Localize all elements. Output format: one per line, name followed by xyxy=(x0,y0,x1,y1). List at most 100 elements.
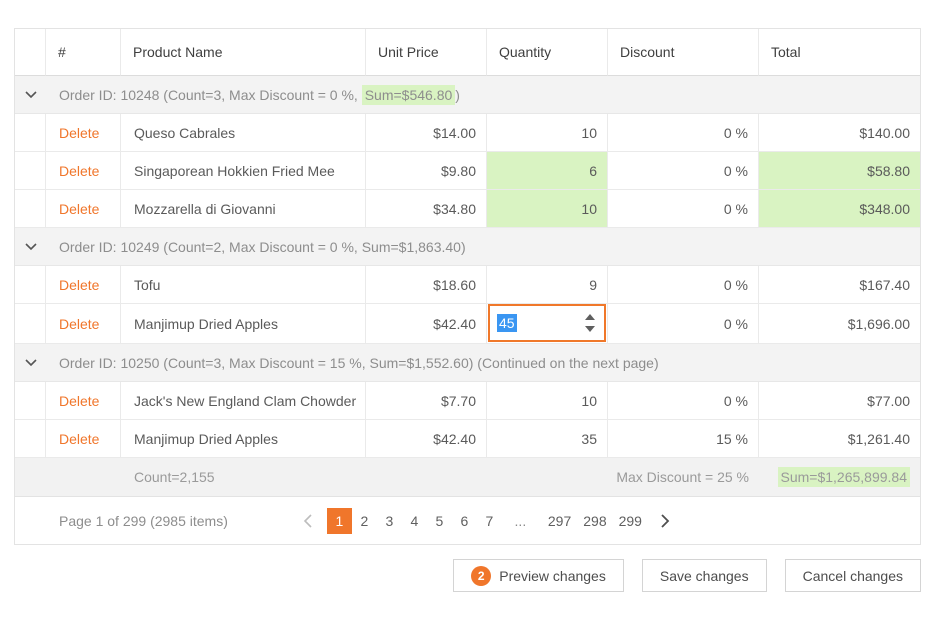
delete-link[interactable]: Delete xyxy=(59,392,100,409)
header-quantity[interactable]: Quantity xyxy=(487,29,608,76)
chevron-right-icon[interactable] xyxy=(653,508,678,534)
delete-cell: Delete xyxy=(46,304,121,344)
quantity-editor: 45 xyxy=(488,304,606,342)
table-row: Delete Queso Cabrales $14.00 10 0 % $140… xyxy=(15,114,920,152)
page-button[interactable]: 7 xyxy=(485,512,494,529)
page-button-current[interactable]: 1 xyxy=(326,507,352,534)
page-button[interactable]: 2 xyxy=(360,512,369,529)
group-row-10248[interactable]: Order ID: 10248 (Count=3, Max Discount =… xyxy=(15,76,920,114)
product-cell[interactable]: Manjimup Dried Apples xyxy=(121,304,366,344)
table-row-editing: Delete Manjimup Dried Apples $42.40 45 0… xyxy=(15,304,920,344)
chevron-down-icon[interactable] xyxy=(15,242,46,251)
group-row-10250[interactable]: Order ID: 10250 (Count=3, Max Discount =… xyxy=(15,344,920,382)
footer-unit-price-cell xyxy=(366,458,487,496)
group-row-10249[interactable]: Order ID: 10249 (Count=2, Max Discount =… xyxy=(15,228,920,266)
page-button[interactable]: 297 xyxy=(547,512,572,529)
chevron-left-icon[interactable] xyxy=(296,508,321,534)
product-cell[interactable]: Queso Cabrales xyxy=(121,114,366,152)
unit-price-cell[interactable]: $7.70 xyxy=(366,382,487,420)
save-changes-button[interactable]: Save changes xyxy=(641,559,767,592)
cancel-changes-button[interactable]: Cancel changes xyxy=(784,559,921,592)
discount-cell[interactable]: 0 % xyxy=(608,114,759,152)
footer-number-cell xyxy=(46,458,121,496)
product-cell[interactable]: Jack's New England Clam Chowder xyxy=(121,382,366,420)
quantity-cell[interactable]: 10 xyxy=(487,114,608,152)
product-cell[interactable]: Manjimup Dried Apples xyxy=(121,420,366,458)
page-button[interactable]: 5 xyxy=(435,512,444,529)
discount-cell[interactable]: 0 % xyxy=(608,190,759,228)
header-number-column[interactable]: # xyxy=(46,29,121,76)
product-cell[interactable]: Mozzarella di Giovanni xyxy=(121,190,366,228)
spin-down-icon[interactable] xyxy=(585,326,595,332)
delete-link[interactable]: Delete xyxy=(59,162,100,179)
header-product-name[interactable]: Product Name xyxy=(121,29,366,76)
delete-link[interactable]: Delete xyxy=(59,200,100,217)
table-row: Delete Manjimup Dried Apples $42.40 35 1… xyxy=(15,420,920,458)
discount-cell[interactable]: 0 % xyxy=(608,382,759,420)
page-button[interactable]: 6 xyxy=(460,512,469,529)
footer-sum-cell: Sum=$1,265,899.84 xyxy=(759,458,920,496)
unit-price-cell[interactable]: $42.40 xyxy=(366,304,487,344)
page-button[interactable]: 299 xyxy=(618,512,642,529)
quantity-cell-modified[interactable]: 10 xyxy=(487,190,608,228)
quantity-cell[interactable]: 9 xyxy=(487,266,608,304)
delete-link[interactable]: Delete xyxy=(59,276,100,293)
chevron-down-icon[interactable] xyxy=(15,90,46,99)
quantity-cell-modified[interactable]: 6 xyxy=(487,152,608,190)
delete-link[interactable]: Delete xyxy=(59,430,100,447)
unit-price-cell[interactable]: $42.40 xyxy=(366,420,487,458)
group-label: Order ID: 10249 (Count=2, Max Discount =… xyxy=(59,238,466,255)
discount-cell[interactable]: 15 % xyxy=(608,420,759,458)
unit-price-cell[interactable]: $34.80 xyxy=(366,190,487,228)
product-cell[interactable]: Tofu xyxy=(121,266,366,304)
total-cell: $1,696.00 xyxy=(759,304,920,344)
save-changes-label: Save changes xyxy=(659,567,749,584)
group-sum-highlight: Sum=$546.80 xyxy=(361,84,456,105)
product-cell[interactable]: Singaporean Hokkien Fried Mee xyxy=(121,152,366,190)
delete-cell: Delete xyxy=(46,114,121,152)
expand-cell xyxy=(15,382,46,420)
header-discount[interactable]: Discount xyxy=(608,29,759,76)
expand-cell xyxy=(15,190,46,228)
page-button[interactable]: 298 xyxy=(583,512,607,529)
total-cell: $167.40 xyxy=(759,266,920,304)
unit-price-cell[interactable]: $14.00 xyxy=(366,114,487,152)
spin-buttons xyxy=(576,306,604,340)
expand-cell xyxy=(15,420,46,458)
chevron-down-icon[interactable] xyxy=(15,358,46,367)
table-row: Delete Singaporean Hokkien Fried Mee $9.… xyxy=(15,152,920,190)
action-buttons: 2 Preview changes Save changes Cancel ch… xyxy=(453,559,921,592)
quantity-cell-editing: 45 xyxy=(487,304,608,344)
footer-max-discount: Max Discount = 25 % xyxy=(616,469,749,485)
page-button[interactable]: 3 xyxy=(385,512,394,529)
preview-changes-button[interactable]: 2 Preview changes xyxy=(453,559,624,592)
grid-header-row: # Product Name Unit Price Quantity Disco… xyxy=(15,29,920,76)
table-row: Delete Tofu $18.60 9 0 % $167.40 xyxy=(15,266,920,304)
unit-price-cell[interactable]: $9.80 xyxy=(366,152,487,190)
group-label: Order ID: 10248 (Count=3, Max Discount =… xyxy=(59,84,460,105)
quantity-cell[interactable]: 35 xyxy=(487,420,608,458)
delete-cell: Delete xyxy=(46,420,121,458)
group-label: Order ID: 10250 (Count=3, Max Discount =… xyxy=(59,354,659,371)
delete-cell: Delete xyxy=(46,190,121,228)
delete-link[interactable]: Delete xyxy=(59,315,100,332)
delete-link[interactable]: Delete xyxy=(59,124,100,141)
discount-cell[interactable]: 0 % xyxy=(608,152,759,190)
quantity-cell[interactable]: 10 xyxy=(487,382,608,420)
total-cell: $140.00 xyxy=(759,114,920,152)
footer-count: Count=2,155 xyxy=(134,469,215,485)
discount-cell[interactable]: 0 % xyxy=(608,266,759,304)
header-unit-price[interactable]: Unit Price xyxy=(366,29,487,76)
header-total[interactable]: Total xyxy=(759,29,920,76)
total-cell-modified: $58.80 xyxy=(759,152,920,190)
expand-cell xyxy=(15,114,46,152)
summary-footer-row: Count=2,155 Max Discount = 25 % Sum=$1,2… xyxy=(15,458,920,497)
page-button[interactable]: 4 xyxy=(410,512,419,529)
total-cell: $1,261.40 xyxy=(759,420,920,458)
unit-price-cell[interactable]: $18.60 xyxy=(366,266,487,304)
spin-up-icon[interactable] xyxy=(585,314,595,320)
quantity-editor-input[interactable]: 45 xyxy=(490,306,576,340)
delete-cell: Delete xyxy=(46,382,121,420)
discount-cell[interactable]: 0 % xyxy=(608,304,759,344)
